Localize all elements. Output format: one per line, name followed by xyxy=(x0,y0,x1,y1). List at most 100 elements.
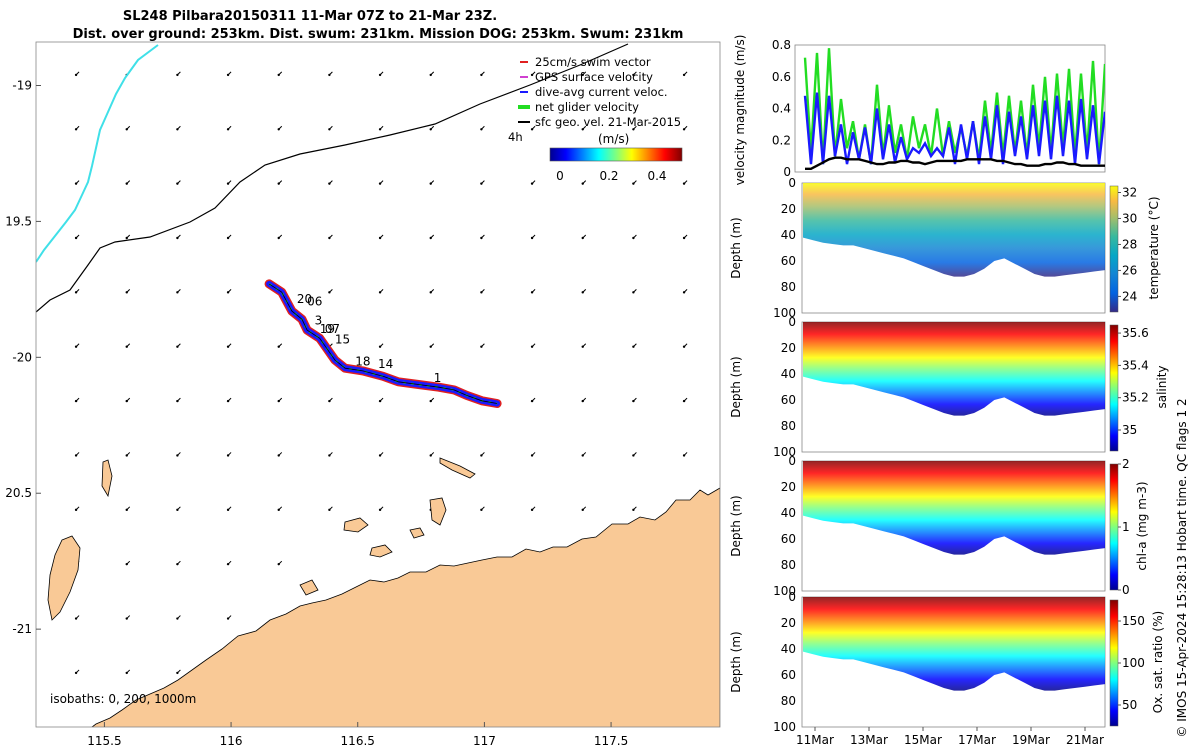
geo-vel-arrow xyxy=(328,234,333,240)
island-g xyxy=(299,579,319,596)
temperature-panel: 0 20 40 60 80 100 Depth (m) 24 26 28 30 32 temper… xyxy=(729,176,1161,320)
geo-vel-arrow xyxy=(74,289,80,294)
velocity-line-sfc xyxy=(805,156,1105,171)
depth-tick: 100 xyxy=(773,720,796,734)
geo-vel-arrow xyxy=(682,125,688,131)
colorbar-tick-label: 32 xyxy=(1122,185,1137,199)
island-e xyxy=(439,457,476,479)
geo-vel-arrow xyxy=(226,452,232,457)
map-x-tick-label: 117.5 xyxy=(594,734,628,748)
geo-vel-arrow xyxy=(125,615,131,620)
velocity-y-tick: 0.8 xyxy=(772,38,791,52)
geo-vel-arrow xyxy=(480,71,485,77)
geo-vel-arrow xyxy=(125,180,131,185)
velocity-panel: 0 0.2 0.4 0.6 0.8 velocity magnitude (m/s) xyxy=(733,35,1106,186)
depth-tick: 60 xyxy=(781,668,796,682)
geo-vel-arrow xyxy=(632,234,637,240)
geo-vel-arrow xyxy=(530,234,536,240)
title-line-2: Dist. over ground: 253km. Dist. swum: 23… xyxy=(73,27,684,42)
geo-vel-arrow xyxy=(632,397,637,403)
colorbar-tick-0: 0 xyxy=(556,169,564,183)
geo-vel-arrow xyxy=(429,71,435,77)
arrow-grid xyxy=(74,71,688,675)
depth-tick: 80 xyxy=(781,280,796,294)
legend-time: 4h xyxy=(508,130,523,144)
geo-vel-arrow xyxy=(378,343,384,348)
colorbar-tick-label: 24 xyxy=(1122,289,1137,303)
geo-vel-arrow xyxy=(378,452,384,457)
colorbar-tick-label: 0 xyxy=(1122,583,1130,597)
geo-vel-arrow xyxy=(328,506,333,512)
geo-vel-arrow xyxy=(176,234,181,240)
colorbar-tick-1: 0.2 xyxy=(599,169,618,183)
geo-vel-arrow xyxy=(328,397,333,403)
geo-vel-arrow xyxy=(632,452,637,457)
map-y-ticks: -19 19.5 -20 20.5 -21 xyxy=(5,78,41,636)
geo-vel-arrow xyxy=(480,343,485,348)
depth-tick: 0 xyxy=(788,176,796,190)
geo-vel-arrow xyxy=(429,125,435,131)
geo-vel-arrow xyxy=(378,506,384,512)
geo-vel-arrow xyxy=(226,560,232,566)
velocity-ylabel: velocity magnitude (m/s) xyxy=(733,35,747,186)
colorbar-tick-label: 28 xyxy=(1122,237,1137,251)
depth-tick: 100 xyxy=(773,584,796,598)
salinity-cbar-label: salinity xyxy=(1155,365,1169,408)
island-h xyxy=(101,459,113,498)
depth-tick: 40 xyxy=(781,506,796,520)
time-tick-label: 21Mar xyxy=(1066,733,1104,747)
map-y-tick-label: 19.5 xyxy=(5,214,32,228)
colorbar-tick-label: 100 xyxy=(1122,656,1145,670)
legend-sfc-label: sfc geo. vel. 21-Mar-2015 xyxy=(535,115,681,129)
geo-vel-arrow xyxy=(429,180,435,185)
track-label: 18 xyxy=(355,354,370,368)
time-tick-label: 13Mar xyxy=(850,733,888,747)
velocity-y-tick: 0 xyxy=(783,165,791,179)
isobath-note: isobaths: 0, 200, 1000m xyxy=(50,692,196,706)
depth-tick: 40 xyxy=(781,228,796,242)
depth-tick: 60 xyxy=(781,254,796,268)
salinity-colorbar-ticks: 35 35.2 35.4 35.6 xyxy=(1118,326,1149,437)
geo-vel-arrow xyxy=(378,180,384,185)
colorbar-tick-label: 150 xyxy=(1122,614,1145,628)
velocity-line-net xyxy=(803,48,1105,165)
geo-vel-arrow xyxy=(378,289,384,294)
footer-vertical: © IMOS 15-Apr-2024 15:28:13 Hobart time.… xyxy=(1175,398,1189,737)
velocity-y-tick: 0.6 xyxy=(772,70,791,84)
oxygen-ylabel: Depth (m) xyxy=(729,631,743,692)
map-x-tick-label: 116.5 xyxy=(341,734,375,748)
salinity-ylabel: Depth (m) xyxy=(729,356,743,417)
depth-tick: 100 xyxy=(773,445,796,459)
geo-vel-arrow xyxy=(226,615,232,620)
legend-dive-avg: dive-avg current veloc. xyxy=(520,85,668,99)
geo-vel-arrow xyxy=(530,289,536,294)
map-x-tick-label: 116 xyxy=(220,734,243,748)
geo-vel-arrow xyxy=(176,125,181,131)
track-label: 3 xyxy=(315,314,323,328)
geo-vel-arrow xyxy=(581,71,587,77)
geo-vel-arrow xyxy=(530,506,536,512)
legend-sfc: sfc geo. vel. 21-Mar-2015 xyxy=(518,115,681,129)
island-d xyxy=(429,497,447,526)
depth-tick: 60 xyxy=(781,532,796,546)
velocity-line-dive-avg xyxy=(803,92,1105,165)
velocity-y-ticks: 0 0.2 0.4 0.6 0.8 xyxy=(772,38,791,179)
geo-vel-arrow xyxy=(581,289,587,294)
track-label: 1 xyxy=(434,371,442,385)
geo-vel-arrow xyxy=(226,125,232,131)
geo-vel-arrow xyxy=(125,125,131,131)
geo-vel-arrow xyxy=(125,343,131,348)
colorbar-tick-label: 1 xyxy=(1122,520,1130,534)
depth-tick: 80 xyxy=(781,694,796,708)
geo-vel-arrow xyxy=(632,180,637,185)
velocity-y-tick: 0.4 xyxy=(772,102,791,116)
colorbar-tick-label: 2 xyxy=(1122,457,1130,471)
geo-vel-arrow xyxy=(632,125,637,131)
legend-swim: 25cm/s swim vector xyxy=(520,55,651,69)
oxygen-y-ticks: 0 20 40 60 80 100 xyxy=(773,590,796,734)
geo-vel-arrow xyxy=(74,397,80,403)
chla-colorbar xyxy=(1109,463,1119,591)
map-y-tick-label: -19 xyxy=(12,78,32,92)
map-frame xyxy=(35,41,721,728)
